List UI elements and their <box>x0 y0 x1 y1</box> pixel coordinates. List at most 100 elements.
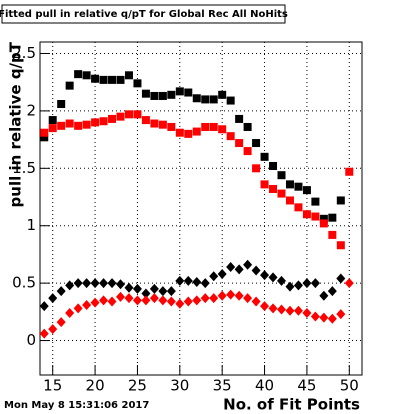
diamond-marker <box>99 278 109 289</box>
square-marker <box>65 119 74 128</box>
diamond-marker <box>175 275 185 286</box>
diamond-marker <box>183 275 193 286</box>
chart-title: Fitted pull in relative q/pT for Global … <box>0 9 288 20</box>
square-marker <box>269 184 278 193</box>
y-tick-label: 2.5 <box>12 44 36 62</box>
square-marker <box>141 116 150 125</box>
y-tick-label: 1.5 <box>12 159 36 177</box>
diamond-marker <box>116 279 125 290</box>
diamond-marker <box>209 293 219 304</box>
diamond-marker <box>192 276 202 287</box>
square-marker <box>57 121 66 130</box>
diamond-marker <box>132 283 142 294</box>
square-marker <box>260 180 269 189</box>
diamond-marker <box>90 278 100 289</box>
x-tick-label: 50 <box>340 377 359 395</box>
diamond-marker <box>226 262 236 273</box>
square-marker <box>74 70 83 79</box>
diamond-marker <box>217 268 227 279</box>
square-marker <box>226 96 235 105</box>
diamond-marker <box>302 307 312 318</box>
diamond-marker <box>158 295 168 306</box>
diamond-marker <box>293 305 303 316</box>
diamond-marker <box>107 296 117 307</box>
diamond-marker <box>141 288 151 299</box>
diamond-marker <box>344 278 354 289</box>
diamond-marker <box>327 286 337 297</box>
diamond-marker <box>82 299 92 310</box>
y-axis-label: pull in relative q/pT <box>7 41 25 207</box>
x-tick-label: 25 <box>128 377 147 395</box>
square-marker <box>345 167 354 176</box>
square-marker <box>260 152 269 161</box>
square-marker <box>319 219 328 228</box>
x-tick-label: 15 <box>43 377 62 395</box>
diamond-marker <box>302 278 312 289</box>
diamond-marker <box>73 303 83 314</box>
square-marker <box>336 196 345 205</box>
diamond-marker <box>166 286 176 297</box>
square-marker <box>209 122 218 131</box>
square-marker <box>175 87 184 96</box>
diamond-marker <box>268 303 278 314</box>
square-marker <box>57 100 66 109</box>
x-tick-label: 45 <box>297 377 316 395</box>
diamond-marker <box>99 295 109 306</box>
diamond-marker <box>319 290 329 301</box>
square-marker <box>91 74 100 83</box>
square-marker <box>243 147 252 156</box>
square-marker <box>294 182 303 191</box>
square-marker <box>116 75 125 84</box>
square-marker <box>218 125 227 134</box>
square-marker <box>124 71 133 80</box>
square-marker <box>48 124 57 133</box>
diamond-marker <box>200 293 210 304</box>
timestamp: Mon May 8 15:31:06 2017 <box>4 400 149 411</box>
square-marker <box>201 95 210 104</box>
diamond-marker <box>166 296 176 307</box>
diamond-marker <box>327 313 337 324</box>
diamond-marker <box>192 295 202 306</box>
square-marker <box>252 164 261 173</box>
diamond-marker <box>107 278 117 289</box>
square-marker <box>311 212 320 221</box>
diamond-marker <box>116 291 125 302</box>
x-axis-label: No. of Fit Points <box>223 396 360 414</box>
plot-frame <box>39 41 363 376</box>
square-marker <box>285 180 294 189</box>
square-marker <box>65 81 74 90</box>
diamond-marker <box>268 272 278 283</box>
square-marker <box>235 114 244 123</box>
diamond-marker <box>141 295 151 306</box>
diamond-marker <box>73 278 83 289</box>
square-marker <box>108 75 117 84</box>
diamond-marker <box>277 275 286 286</box>
square-marker <box>108 114 117 123</box>
square-marker <box>82 120 91 129</box>
diamond-marker <box>39 328 49 339</box>
square-marker <box>277 189 286 198</box>
diamond-marker <box>158 286 168 297</box>
diamond-marker <box>310 311 320 322</box>
square-marker <box>124 110 133 119</box>
diamond-marker <box>293 280 303 291</box>
diamond-marker <box>310 278 320 289</box>
square-marker <box>269 162 278 171</box>
square-marker <box>277 171 286 180</box>
diamond-marker <box>56 317 66 328</box>
square-marker <box>167 122 176 131</box>
square-marker <box>192 94 201 103</box>
x-tick-label: 40 <box>255 377 274 395</box>
diamond-marker <box>243 259 253 270</box>
square-marker <box>158 91 167 100</box>
square-marker <box>99 117 108 126</box>
diamond-marker <box>183 296 193 307</box>
diamond-marker <box>90 297 100 308</box>
square-marker <box>201 122 210 131</box>
diamond-marker <box>243 293 253 304</box>
square-marker <box>91 118 100 127</box>
square-marker <box>82 71 91 80</box>
diamond-marker <box>285 305 295 316</box>
square-marker <box>141 89 150 98</box>
